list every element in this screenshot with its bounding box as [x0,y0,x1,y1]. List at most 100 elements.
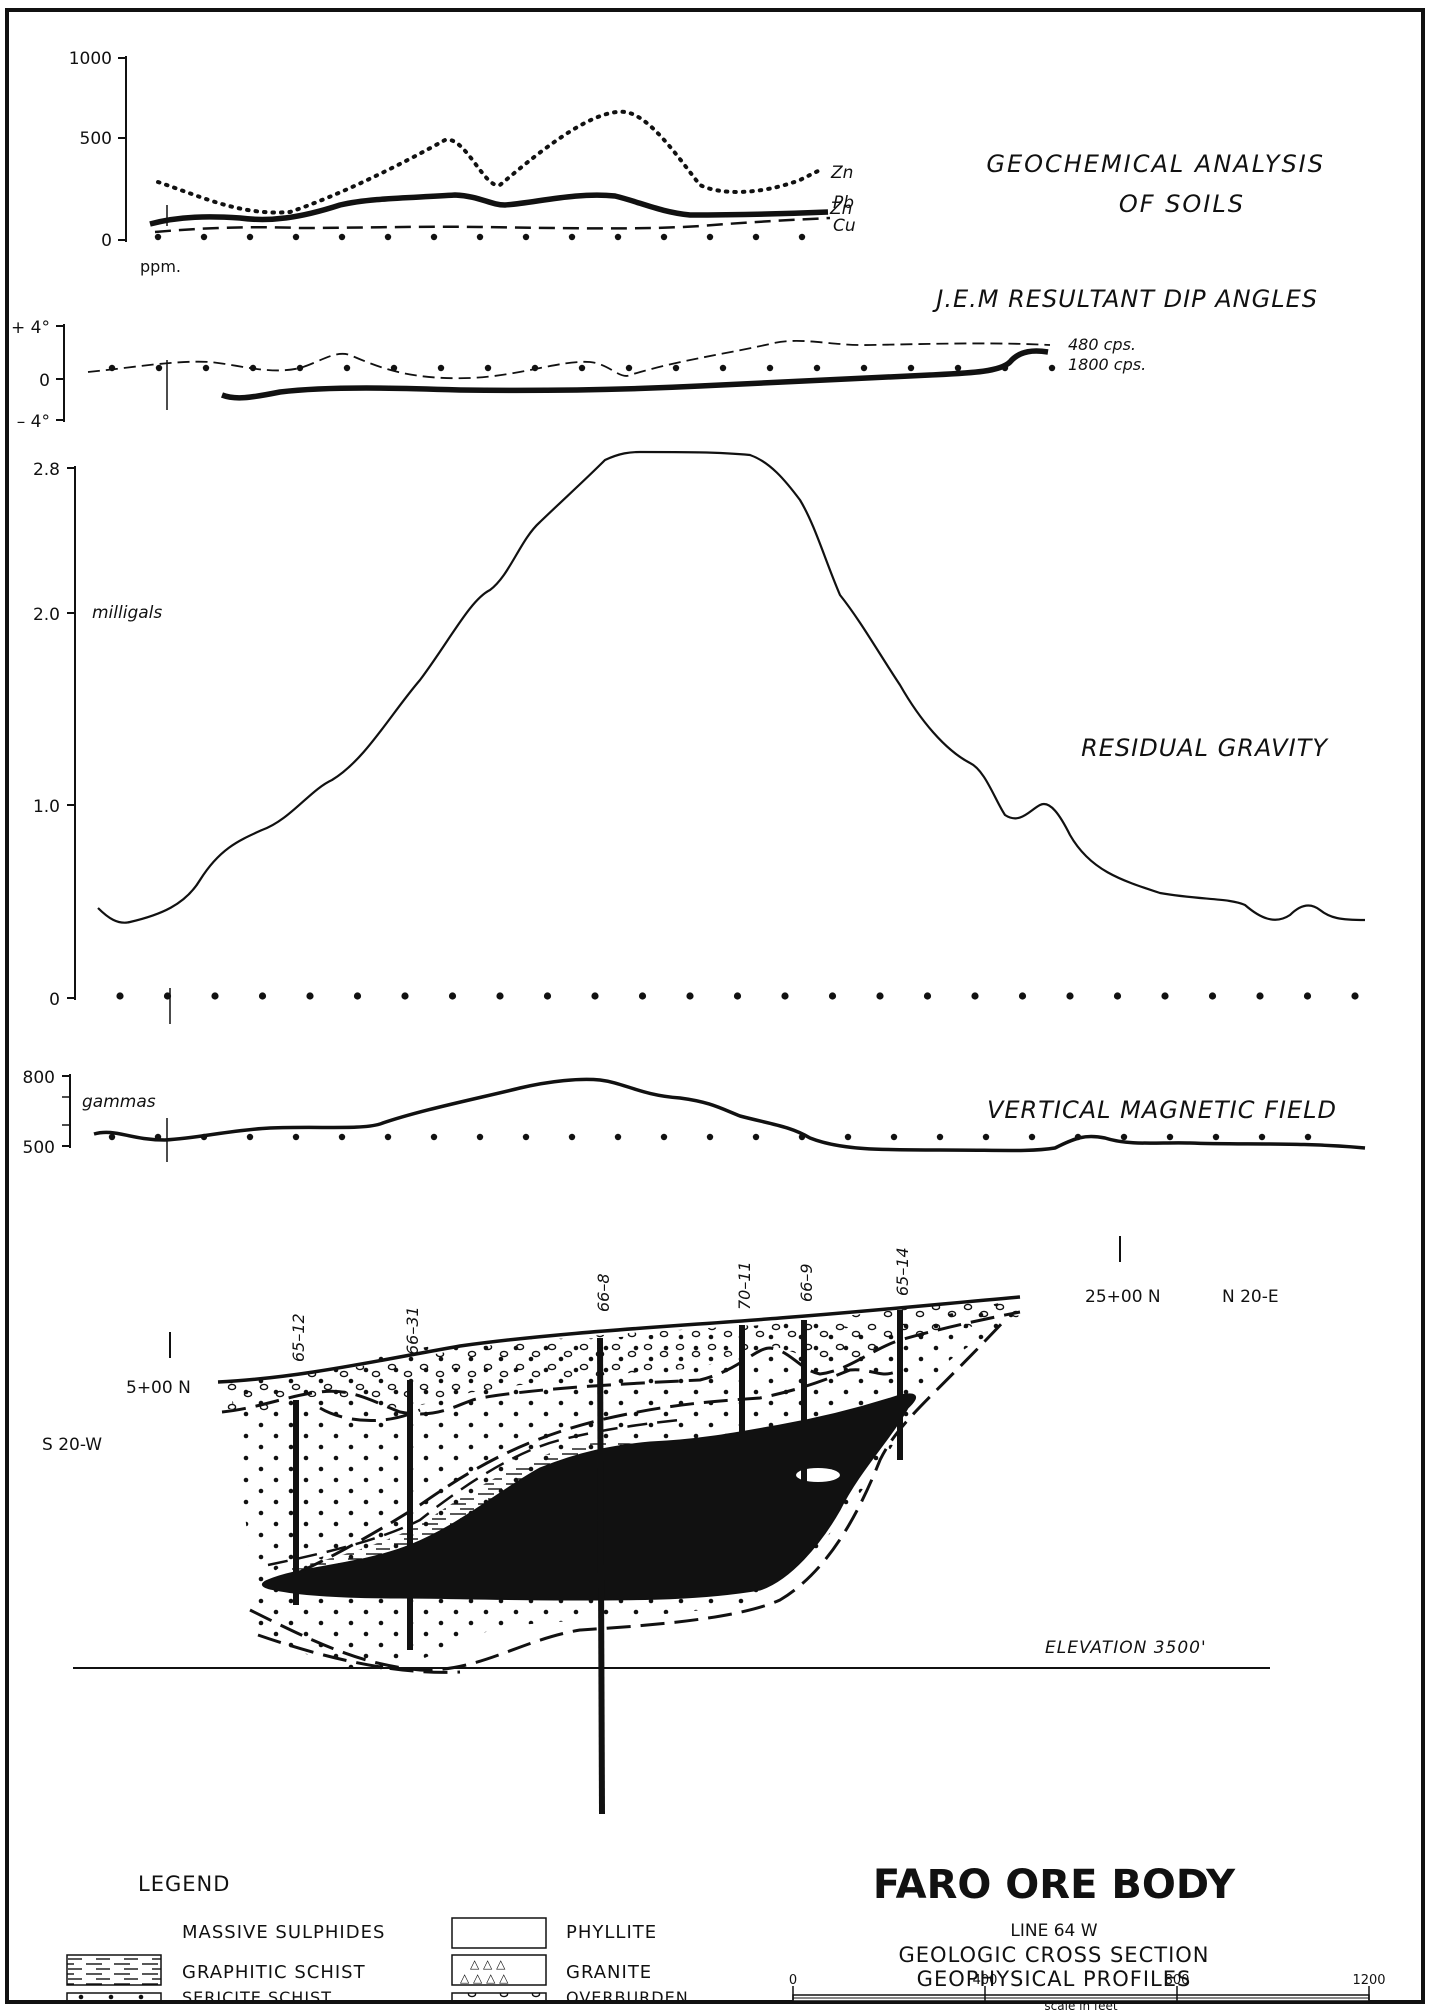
station-dot [1028,1133,1036,1141]
station-dot [923,992,932,1000]
station-dot [672,364,680,372]
station-dot [798,1133,806,1141]
direction-north: N 20-E [1222,1287,1279,1307]
station-dot [353,992,362,1000]
station-dot [1001,364,1009,372]
station-dot [890,1133,898,1141]
pb-series-label: Pb [833,193,854,213]
sericite-upper-contact [269,1368,896,1587]
legend-phyllite-label: PHYLLITE [566,1922,657,1943]
drill-hole-66-8 [597,1337,605,1815]
station-dot [766,364,774,372]
granite-pattern-icon: △ △ △ △ [460,1971,509,1985]
station-dot [954,364,962,372]
station-dot [568,1133,576,1141]
station-dot [578,364,586,372]
gravity-tick-1.0: 1.0 [33,797,60,817]
granite-pattern-icon: △ △ △ [470,1957,506,1971]
direction-south: S 20-W [42,1435,102,1455]
station-dot [292,1133,300,1141]
legend-title: LEGEND [138,1872,230,1896]
station-dot [719,364,727,372]
drill-label-65-14: 65–14 [893,1247,912,1296]
station-dot [246,233,254,241]
geochem-station-dots [154,233,806,241]
station-dot [448,992,457,1000]
drawing-frame [5,8,1425,2004]
zn-label: Zn [829,199,852,219]
station-dot [971,992,979,1000]
sericite-inner-contact [257,1633,461,1674]
jem-station-dots [108,364,1056,372]
cu-series-label: Cu [833,216,856,236]
station-dot [249,364,257,372]
station-dot [338,1133,346,1141]
station-dot [1161,992,1169,1000]
station-dot [430,1133,438,1141]
drill-label-66-9: 66–9 [797,1263,816,1302]
station-dot [292,233,300,241]
station-dot [163,992,172,1000]
jem-tick-minus4: – 4° [17,412,50,432]
station-dot [752,1133,760,1141]
station-dot [936,1133,944,1141]
station-dot [437,364,445,372]
legend-overburden-swatch [451,1992,547,2004]
station-dot [1074,1133,1082,1141]
pb-curve [149,192,829,227]
station-dot [660,233,668,241]
station-dot [306,992,314,1000]
geochem-unit: ppm. [140,257,181,276]
station-dot [907,364,915,372]
station-dot [154,233,162,241]
station-dot [828,992,837,1000]
scale-tick-0: 0 [789,1973,797,1988]
drill-holes [293,1310,903,1815]
drill-label-65-12: 65–12 [289,1313,308,1362]
geochem-title-line1: GEOCHEMICAL ANALYSIS [986,150,1325,178]
station-dot [1351,992,1359,1000]
gravity-curve [97,450,1366,924]
station-dot [522,1133,530,1141]
jem-panel: + 4° 0 – 4° [11,318,1056,432]
gravity-tick-2.0: 2.0 [33,605,60,625]
station-dot [1256,992,1264,1000]
station-dot [246,1133,254,1141]
station-dot [798,233,806,241]
jem-title: J.E.M RESULTANT DIP ANGLES [932,285,1318,313]
station-dot [296,364,304,372]
station-dot [982,1133,990,1141]
elevation-label: ELEVATION 3500' [1045,1638,1207,1658]
station-dot [568,233,576,241]
station-dot [200,233,208,241]
zn-curve [156,109,822,215]
jem-480cps-label: 480 cps. [1068,335,1136,354]
station-south: 5+00 N [126,1378,191,1398]
map-subtitle-2: GEOPHYSICAL PROFILES [917,1967,1192,1991]
station-dot [401,992,409,1000]
gravity-unit: milligals [92,603,162,623]
magnetic-panel: 800 500 gammas [23,1068,1366,1162]
station-dot [522,233,530,241]
magnetic-tick-500: 500 [23,1138,55,1158]
station-dot [752,233,760,241]
magnetic-title: VERTICAL MAGNETIC FIELD [987,1096,1337,1124]
title-block: FARO ORE BODY LINE 64 W GEOLOGIC CROSS S… [873,1862,1236,1991]
legend-massive-sulphides-label: MASSIVE SULPHIDES [182,1922,385,1943]
map-subtitle-1: GEOLOGIC CROSS SECTION [899,1943,1210,1967]
station-dot [1018,992,1027,1000]
overburden-unit [220,1298,1020,1412]
jem-480cps-curve [87,339,1051,380]
legend-graphitic-swatch [66,1954,162,1986]
ground-surface [217,1295,1021,1384]
scale-tick-800: 800 [1165,1973,1190,1988]
station-dot [876,992,884,1000]
geochem-title-line2: OF SOILS [1119,190,1245,218]
station-north: 25+00 N [1085,1287,1161,1307]
station-dot [686,992,694,1000]
station-dot [211,992,219,1000]
station-dot [1066,992,1074,1000]
station-dot [476,233,484,241]
map-title: FARO ORE BODY [873,1862,1236,1908]
station-dot [384,1133,392,1141]
